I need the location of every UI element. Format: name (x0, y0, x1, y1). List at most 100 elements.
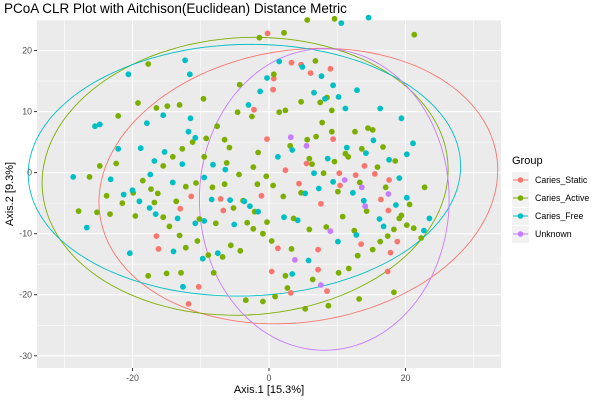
point-caries-static (371, 171, 378, 177)
point-caries-active (403, 222, 410, 229)
point-caries-active (234, 109, 241, 116)
confidence-ellipses (27, 36, 499, 351)
chart-title: PCoA CLR Plot with Aitchison(Euclidean) … (4, 1, 347, 16)
legend-dot-caries-free (517, 213, 524, 219)
point-caries-active (255, 149, 261, 156)
point-caries-static (378, 196, 384, 203)
point-caries-active (331, 15, 338, 22)
point-caries-static (288, 59, 295, 66)
point-caries-active (342, 150, 349, 157)
point-caries-active (193, 180, 199, 186)
point-caries-active (163, 270, 170, 277)
point-caries-active (203, 135, 210, 142)
point-caries-active (421, 184, 428, 191)
point-caries-free (129, 187, 136, 194)
point-caries-static (337, 182, 343, 189)
point-caries-active (194, 238, 201, 244)
point-caries-active (178, 269, 184, 276)
point-caries-free (147, 171, 154, 178)
point-caries-free (410, 140, 416, 147)
point-caries-static (268, 268, 275, 275)
point-caries-active (86, 174, 93, 180)
point-caries-active (230, 205, 237, 211)
point-caries-free (335, 94, 342, 100)
point-caries-active (201, 153, 208, 160)
point-caries-free (210, 161, 216, 168)
point-caries-free (120, 191, 127, 198)
point-caries-active (236, 171, 242, 178)
point-caries-active (227, 242, 234, 249)
point-caries-static (282, 167, 289, 174)
y-tick-label: 0 (27, 168, 32, 178)
point-caries-static (275, 245, 281, 252)
x-tick-label: -20 (126, 373, 139, 383)
point-caries-active (306, 226, 313, 233)
point-caries-active (325, 302, 332, 309)
point-caries-active (406, 201, 413, 208)
point-caries-static (217, 196, 224, 202)
point-caries-free (335, 238, 341, 245)
point-caries-free (180, 283, 186, 290)
point-caries-free (370, 137, 377, 144)
point-caries-free (185, 128, 192, 135)
point-caries-active (96, 163, 103, 169)
point-unknown (318, 282, 324, 288)
point-caries-active (223, 160, 230, 166)
point-caries-active (173, 198, 180, 205)
point-caries-free (275, 153, 281, 160)
point-caries-active (182, 244, 189, 251)
point-caries-free (377, 105, 384, 112)
point-caries-active (382, 184, 389, 191)
point-unknown (385, 191, 392, 197)
point-caries-free (96, 121, 103, 128)
point-caries-active (209, 184, 216, 191)
point-caries-active (113, 160, 120, 167)
point-caries-static (307, 70, 314, 76)
point-caries-active (391, 289, 397, 296)
point-caries-static (264, 30, 271, 37)
point-caries-free (354, 87, 360, 94)
ellipse-caries-free (27, 43, 462, 297)
point-caries-free (70, 174, 77, 180)
point-caries-static (264, 136, 270, 143)
point-caries-active (256, 34, 263, 41)
point-caries-active (377, 238, 384, 245)
y-tick-label: -30 (19, 351, 32, 361)
point-caries-active (115, 113, 122, 119)
point-caries-active (263, 173, 270, 180)
point-caries-free (386, 156, 392, 163)
point-caries-active (280, 193, 287, 200)
legend-dot-caries-static (517, 177, 524, 183)
point-caries-free (152, 211, 159, 218)
legend-label-caries-static: Caries_Static (535, 175, 588, 185)
point-caries-free (403, 151, 410, 158)
point-caries-free (227, 197, 234, 204)
point-caries-active (151, 199, 158, 206)
legend-dot-unknown (517, 231, 524, 237)
point-caries-free (342, 105, 349, 112)
point-caries-active (352, 128, 358, 135)
point-caries-free (302, 190, 309, 197)
y-tick-label: 10 (22, 107, 32, 117)
point-caries-free (192, 134, 199, 141)
point-caries-active (205, 252, 212, 258)
point-caries-static (387, 249, 394, 256)
point-unknown (362, 203, 369, 210)
x-tick-label: 20 (401, 373, 411, 383)
point-caries-active (358, 145, 365, 152)
point-caries-active (369, 126, 376, 133)
point-caries-static (384, 268, 391, 275)
y-axis-ticks: -30 -20 -10 0 10 20 (19, 46, 37, 361)
point-caries-static (258, 192, 265, 199)
point-caries-free (299, 64, 306, 70)
point-caries-active (189, 139, 196, 146)
point-caries-active (249, 113, 255, 120)
point-caries-free (125, 71, 132, 78)
point-caries-active (169, 153, 176, 160)
y-tick-label: 20 (22, 46, 32, 56)
point-caries-static (251, 106, 257, 113)
point-caries-free (161, 149, 168, 155)
point-caries-free (343, 144, 350, 151)
point-caries-free (151, 158, 158, 164)
